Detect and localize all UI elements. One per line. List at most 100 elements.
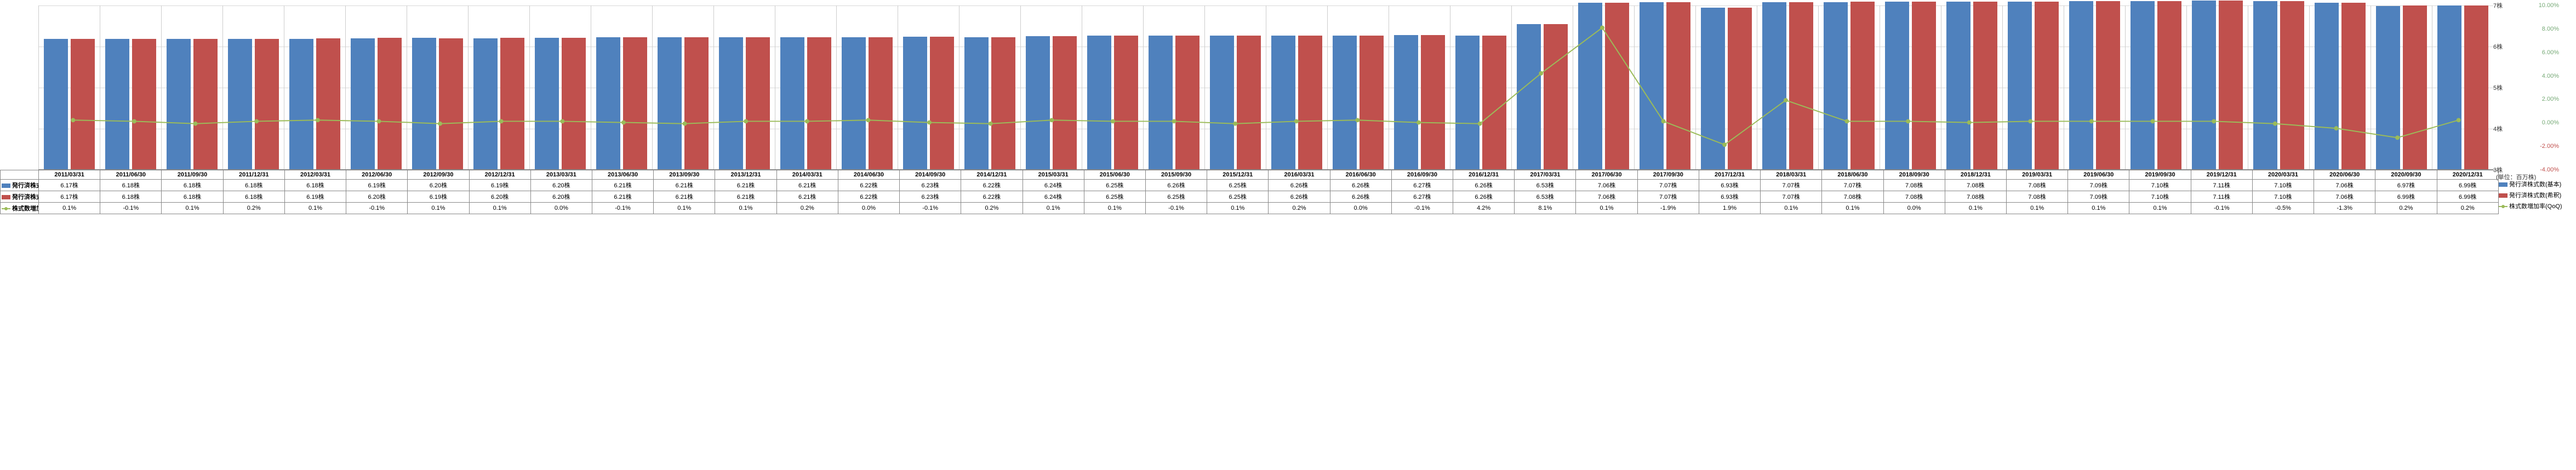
cell-basic: 7.08株 [1883, 180, 1945, 191]
line-marker [866, 118, 870, 122]
cell-diluted: 7.06株 [2314, 191, 2375, 203]
cell-diluted: 6.25株 [1145, 191, 1207, 203]
cell-basic: 6.18株 [162, 180, 223, 191]
line-marker [2089, 119, 2094, 123]
cell-growth: 0.1% [2068, 203, 2129, 214]
cell-diluted: 6.17株 [39, 191, 100, 203]
period-header: 2019/09/30 [2129, 170, 2191, 180]
line-marker [927, 121, 932, 125]
cell-growth: 0.1% [1761, 203, 1822, 214]
cell-basic: 6.22株 [838, 180, 899, 191]
diluted-label: 発行済株式数(希釈) [12, 194, 39, 200]
period-header: 2019/03/31 [2007, 170, 2068, 180]
cell-diluted: 6.20株 [346, 191, 408, 203]
chart-plot-area [38, 5, 2493, 170]
period-header: 2012/03/31 [284, 170, 346, 180]
table-corner [1, 170, 39, 180]
period-header: 2016/12/31 [1453, 170, 1515, 180]
line-marker [1111, 119, 1115, 123]
cell-basic: 7.07株 [1822, 180, 1883, 191]
cell-growth: 4.2% [1453, 203, 1515, 214]
period-header: 2013/12/31 [715, 170, 776, 180]
cell-diluted: 6.93株 [1699, 191, 1760, 203]
cell-diluted: 6.99株 [2437, 191, 2498, 203]
cell-basic: 7.08株 [1945, 180, 2006, 191]
period-header: 2020/09/30 [2375, 170, 2437, 180]
cell-diluted: 7.08株 [1822, 191, 1883, 203]
line-marker [560, 119, 564, 123]
cell-growth: 0.1% [408, 203, 469, 214]
y-right-tick: 10.00% [2539, 2, 2559, 9]
cell-basic: 7.07株 [1637, 180, 1699, 191]
line-marker [1722, 142, 1727, 147]
legend-right: 発行済株式数(基本) 発行済株式数(希釈) 株式数増加率(QoQ) [2499, 179, 2575, 211]
line-marker [254, 119, 259, 123]
cell-growth: 0.1% [162, 203, 223, 214]
line-marker [193, 122, 198, 126]
period-header: 2017/06/30 [1576, 170, 1637, 180]
y-left-tick: 5株 [2493, 83, 2503, 92]
growth-line [38, 5, 2493, 169]
cell-diluted: 6.18株 [100, 191, 162, 203]
cell-basic: 7.10株 [2129, 180, 2191, 191]
cell-growth: 0.2% [2437, 203, 2498, 214]
line-marker [1233, 122, 1237, 126]
cell-diluted: 6.25株 [1207, 191, 1269, 203]
cell-growth: 0.1% [2007, 203, 2068, 214]
line-marker [1967, 121, 1972, 125]
cell-diluted: 6.23株 [900, 191, 961, 203]
period-header: 2014/03/31 [776, 170, 838, 180]
cell-diluted: 7.07株 [1637, 191, 1699, 203]
y-left-tick: 4株 [2493, 124, 2503, 133]
line-marker [1478, 122, 1482, 126]
period-header: 2015/03/31 [1023, 170, 1084, 180]
cell-diluted: 6.18株 [223, 191, 284, 203]
cell-diluted: 7.06株 [1576, 191, 1637, 203]
cell-diluted: 6.22株 [838, 191, 899, 203]
period-header: 2013/09/30 [654, 170, 715, 180]
cell-diluted: 6.26株 [1453, 191, 1515, 203]
cell-growth: 0.2% [223, 203, 284, 214]
cell-basic: 7.11株 [2191, 180, 2252, 191]
cell-basic: 6.24株 [1023, 180, 1084, 191]
cell-diluted: 6.24株 [1023, 191, 1084, 203]
period-header: 2018/03/31 [1761, 170, 1822, 180]
cell-basic: 6.19株 [469, 180, 530, 191]
cell-growth: 0.0% [530, 203, 592, 214]
cell-basic: 7.08株 [2007, 180, 2068, 191]
line-marker [132, 119, 136, 123]
line-marker [2334, 126, 2338, 130]
cell-diluted: 7.07株 [1761, 191, 1822, 203]
cell-basic: 6.25株 [1207, 180, 1269, 191]
cell-diluted: 7.09株 [2068, 191, 2129, 203]
cell-basic: 6.93株 [1699, 180, 1760, 191]
line-marker [499, 119, 504, 123]
cell-growth: 0.1% [2129, 203, 2191, 214]
cell-diluted: 6.26株 [1330, 191, 1391, 203]
cell-diluted: 7.10株 [2129, 191, 2191, 203]
cell-basic: 7.10株 [2252, 180, 2314, 191]
cell-growth: 0.1% [1576, 203, 1637, 214]
cell-basic: 6.20株 [530, 180, 592, 191]
period-header: 2015/06/30 [1084, 170, 1145, 180]
line-marker [438, 122, 442, 126]
period-header: 2020/06/30 [2314, 170, 2375, 180]
y-axis-right: -4.00%-2.00%0.00%2.00%4.00%6.00%8.00%10.… [2526, 5, 2559, 170]
cell-growth: 0.0% [1330, 203, 1391, 214]
cell-basic: 6.23株 [900, 180, 961, 191]
period-header: 2018/12/31 [1945, 170, 2006, 180]
cell-diluted: 6.25株 [1084, 191, 1145, 203]
y-left-tick: 6株 [2493, 42, 2503, 51]
cell-basic: 6.21株 [715, 180, 776, 191]
period-header: 2019/12/31 [2191, 170, 2252, 180]
cell-basic: 6.21株 [776, 180, 838, 191]
cell-diluted: 6.21株 [776, 191, 838, 203]
line-marker [2273, 122, 2277, 126]
line-marker [1661, 119, 1666, 123]
legend-growth: 株式数増加率(QoQ) [2499, 200, 2575, 211]
cell-growth: 8.1% [1515, 203, 1576, 214]
cell-diluted: 6.21株 [592, 191, 653, 203]
line-marker [316, 118, 320, 122]
line-marker [2212, 119, 2216, 123]
period-header: 2012/12/31 [469, 170, 530, 180]
